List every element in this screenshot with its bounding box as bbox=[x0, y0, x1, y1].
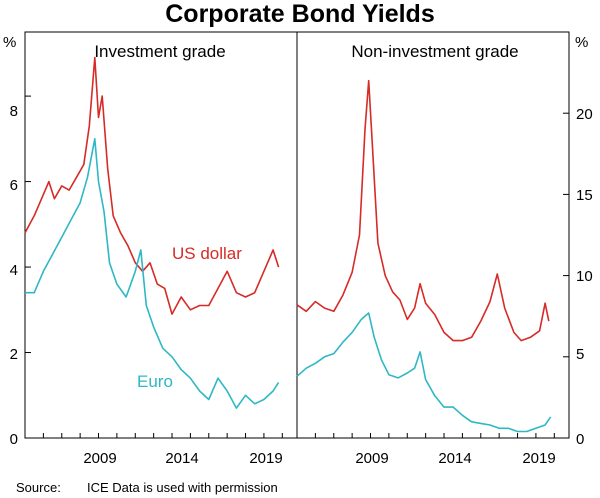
series-label-euro: Euro bbox=[137, 372, 173, 391]
xtick-left-2019: 2019 bbox=[249, 450, 282, 467]
series-line-non-investment-grade-us-dollar bbox=[296, 79, 550, 342]
source-text: ICE Data is used with permission bbox=[87, 480, 278, 495]
y-unit-left: % bbox=[3, 34, 16, 51]
ytick-right-15: 15 bbox=[576, 187, 593, 204]
series-line-non-investment-grade-euro bbox=[296, 312, 552, 433]
xtick-right-2014: 2014 bbox=[438, 450, 471, 467]
xtick-left-2014: 2014 bbox=[165, 450, 198, 467]
ytick-left-0: 0 bbox=[10, 431, 18, 448]
source-label: Source: bbox=[16, 480, 61, 495]
ytick-right-0: 0 bbox=[576, 431, 584, 448]
xtick-left-2009: 2009 bbox=[83, 450, 116, 467]
ytick-left-8: 8 bbox=[10, 103, 18, 120]
ytick-left-6: 6 bbox=[10, 177, 18, 194]
series-line-investment-grade-euro bbox=[25, 138, 280, 409]
panel-title-investment-grade: Investment grade bbox=[94, 42, 225, 61]
series-line-investment-grade-us-dollar bbox=[24, 56, 280, 315]
xtick-right-2009: 2009 bbox=[355, 450, 388, 467]
series-label-us-dollar: US dollar bbox=[172, 244, 242, 263]
chart-title: Corporate Bond Yields bbox=[165, 0, 434, 28]
xtick-right-2019: 2019 bbox=[522, 450, 555, 467]
panel-title-non-investment-grade: Non-investment grade bbox=[351, 42, 518, 61]
ytick-right-5: 5 bbox=[576, 346, 584, 363]
ytick-left-4: 4 bbox=[10, 262, 18, 279]
ytick-right-20: 20 bbox=[576, 106, 593, 123]
chart-marks bbox=[24, 56, 569, 439]
ytick-left-2: 2 bbox=[10, 346, 18, 363]
y-unit-right: % bbox=[575, 34, 588, 51]
ytick-right-10: 10 bbox=[576, 268, 593, 285]
